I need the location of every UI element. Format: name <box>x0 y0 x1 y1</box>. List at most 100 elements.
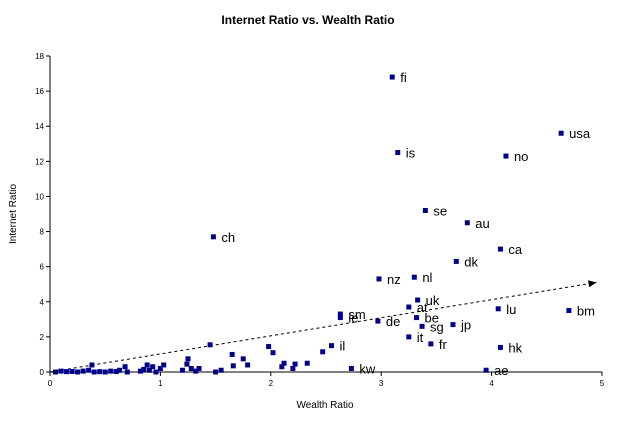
data-point <box>144 362 150 368</box>
data-point <box>117 367 123 373</box>
y-axis-title: Internet Ratio <box>8 184 19 244</box>
y-tick-label: 14 <box>35 122 44 131</box>
data-point <box>240 356 246 362</box>
data-point <box>124 369 130 375</box>
data-point <box>428 341 434 347</box>
data-point <box>207 342 213 348</box>
data-point <box>320 349 326 355</box>
data-point <box>406 334 412 340</box>
data-point <box>80 368 86 374</box>
data-point <box>270 350 276 356</box>
y-tick-label: 4 <box>40 298 45 307</box>
data-point <box>483 367 489 373</box>
data-point <box>348 365 354 371</box>
data-point <box>122 364 128 370</box>
data-point <box>281 360 287 366</box>
point-label: au <box>475 216 489 231</box>
data-point <box>497 344 503 350</box>
data-point <box>419 323 425 329</box>
y-tick-label: 10 <box>35 192 44 201</box>
data-point <box>153 369 159 375</box>
point-label: kw <box>359 361 376 376</box>
point-label: dk <box>464 254 478 269</box>
point-label: jp <box>460 318 471 333</box>
x-tick-label: 2 <box>269 379 274 388</box>
data-point <box>245 362 251 368</box>
point-label: is <box>406 146 416 161</box>
data-point <box>229 351 235 357</box>
data-point <box>230 363 236 369</box>
chart-title: Internet Ratio vs. Wealth Ratio <box>221 13 394 27</box>
point-label: at <box>417 300 428 315</box>
data-point <box>415 297 421 303</box>
x-tick-label: 4 <box>489 379 494 388</box>
data-point <box>279 364 285 370</box>
point-label: hk <box>508 340 522 355</box>
data-point <box>146 367 152 373</box>
data-point <box>376 276 382 282</box>
point-label: it <box>417 330 424 345</box>
y-tick-label: 16 <box>35 87 44 96</box>
data-point <box>91 369 97 375</box>
x-tick-label: 5 <box>600 379 605 388</box>
data-point <box>161 362 167 368</box>
trend-line <box>49 281 597 373</box>
points-group <box>53 74 572 375</box>
point-label: ch <box>221 230 235 245</box>
data-point <box>503 153 509 159</box>
point-label: usa <box>569 126 591 141</box>
data-point <box>266 344 272 350</box>
data-point <box>86 367 92 373</box>
data-point <box>395 150 401 156</box>
data-point <box>58 368 64 374</box>
point-label: ae <box>494 363 508 378</box>
point-label: nz <box>387 272 401 287</box>
data-point <box>414 315 420 321</box>
point-label: fr <box>439 337 448 352</box>
x-axis-title: Wealth Ratio <box>296 400 354 411</box>
data-point <box>464 220 470 226</box>
data-point <box>97 369 103 375</box>
point-label: bm <box>577 304 595 319</box>
point-label: uk <box>426 293 440 308</box>
data-point <box>53 369 59 375</box>
data-point <box>64 369 70 375</box>
data-point <box>406 304 412 310</box>
point-label: lu <box>506 302 516 317</box>
data-point <box>141 366 147 372</box>
data-point <box>329 343 335 349</box>
point-label: be <box>425 311 439 326</box>
data-point <box>566 308 572 314</box>
data-point <box>210 234 216 240</box>
data-point <box>337 311 343 317</box>
data-point <box>138 368 144 374</box>
point-label: de <box>386 314 400 329</box>
trend-arrowhead <box>588 280 597 288</box>
data-point <box>453 258 459 264</box>
data-point <box>188 365 194 371</box>
data-point <box>179 367 185 373</box>
y-tick-label: 2 <box>40 333 45 342</box>
point-label: sm <box>348 307 365 322</box>
data-point <box>422 207 428 213</box>
data-point <box>558 130 564 136</box>
data-point <box>450 322 456 328</box>
point-label: no <box>514 149 528 164</box>
data-point <box>292 361 298 367</box>
data-point <box>196 365 202 371</box>
data-point <box>113 368 119 374</box>
point-label: ie <box>348 311 358 326</box>
data-point <box>150 364 156 370</box>
point-label: se <box>433 203 447 218</box>
data-point <box>495 306 501 312</box>
y-tick-label: 8 <box>40 228 45 237</box>
data-point <box>375 318 381 324</box>
point-label: ca <box>508 242 523 257</box>
data-point <box>75 369 81 375</box>
data-point <box>337 315 343 321</box>
x-tick-label: 0 <box>48 379 53 388</box>
data-point <box>213 369 219 375</box>
